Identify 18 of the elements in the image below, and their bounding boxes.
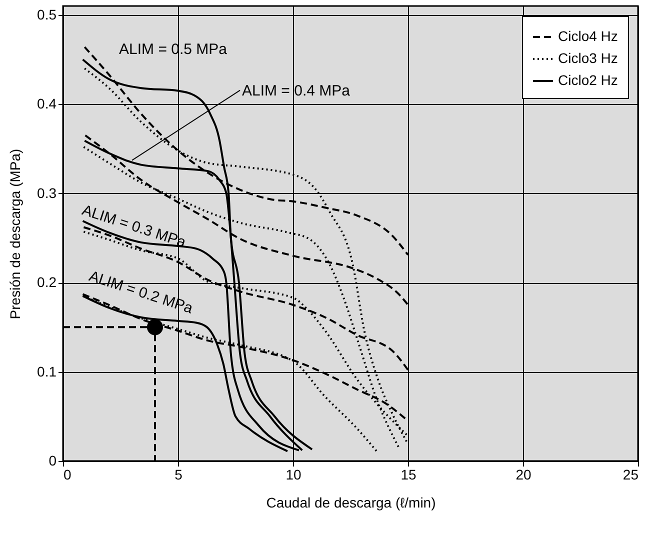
x-tick-label: 15 — [400, 466, 416, 482]
x-tick-label: 5 — [174, 466, 183, 482]
legend-label: Ciclo4 Hz — [558, 28, 618, 44]
legend-label: Ciclo2 Hz — [558, 72, 618, 88]
y-tick-label: 0.3 — [37, 184, 57, 201]
y-tick-label: 0.5 — [37, 6, 57, 22]
annotation: ALIM = 0.4 MPa — [242, 82, 351, 100]
y-tick-label: 0 — [48, 452, 57, 468]
y-axis-title: Presión de descarga (MPa) — [7, 148, 24, 320]
y-tick-label: 0.4 — [37, 96, 57, 112]
x-tick-label: 20 — [516, 466, 532, 482]
y-tick-label: 0.2 — [37, 274, 57, 290]
y-tick-label: 0.1 — [37, 363, 57, 380]
x-tick-label: 10 — [286, 466, 302, 482]
legend-label: Ciclo3 Hz — [558, 50, 618, 66]
x-tick-label: 25 — [622, 466, 639, 482]
x-tick-label: 0 — [64, 466, 72, 482]
x-axis-title: Caudal de descarga (ℓ/min) — [266, 494, 436, 510]
